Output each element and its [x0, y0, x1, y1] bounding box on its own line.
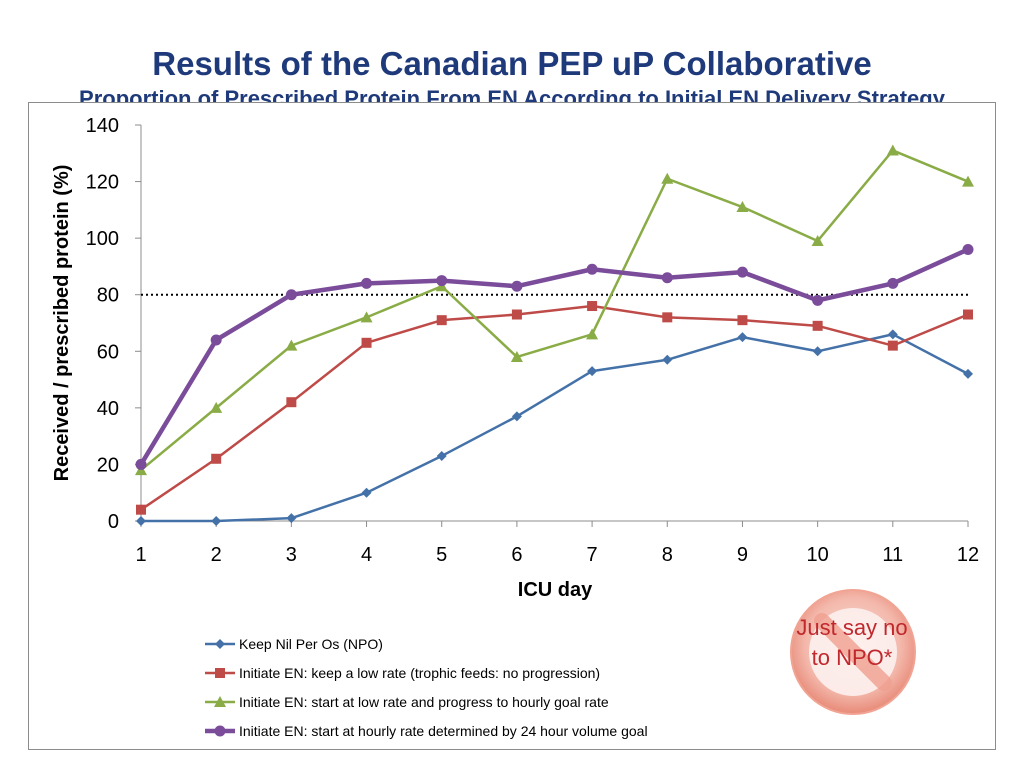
legend-label: Initiate EN: start at hourly rate determ…	[239, 723, 648, 739]
y-tick-label: 140	[86, 115, 119, 137]
data-point	[211, 516, 222, 526]
data-point	[436, 275, 448, 287]
series-2	[136, 301, 973, 515]
data-point	[962, 243, 974, 255]
data-point	[436, 450, 447, 461]
x-axis-title: ICU day	[518, 579, 593, 601]
data-point	[963, 368, 973, 379]
legend-item: Initiate EN: keep a low rate (trophic fe…	[205, 665, 600, 681]
data-point	[737, 332, 748, 343]
data-point	[662, 312, 673, 323]
legend: Keep Nil Per Os (NPO) Initiate EN: keep a…	[205, 636, 648, 739]
data-point	[361, 337, 372, 348]
data-point	[361, 277, 373, 289]
series-line	[139, 247, 969, 466]
x-tick-label: 2	[211, 544, 222, 566]
data-point	[812, 294, 824, 306]
data-point	[361, 487, 372, 498]
badge-line-1: Just say no	[796, 615, 907, 640]
data-point	[360, 311, 373, 323]
x-tick-label: 10	[807, 544, 829, 566]
data-point	[285, 289, 297, 301]
slide-title: Results of the Canadian PEP uP Collabora…	[152, 45, 872, 82]
series-layer	[135, 144, 974, 526]
series-line	[140, 149, 969, 472]
data-point	[887, 277, 899, 289]
y-tick-label: 20	[97, 454, 119, 476]
data-point	[587, 301, 598, 312]
data-point	[661, 272, 673, 284]
data-point	[214, 696, 226, 707]
x-tick-label: 8	[662, 544, 673, 566]
data-point	[511, 309, 522, 320]
data-point	[587, 366, 598, 377]
no-symbol-icon	[790, 589, 916, 715]
data-point	[285, 339, 298, 351]
data-point	[887, 340, 898, 351]
x-tick-label: 11	[882, 544, 903, 566]
series-line	[140, 304, 969, 511]
y-tick-label: 80	[97, 285, 119, 307]
data-point	[811, 234, 824, 246]
data-point	[887, 329, 898, 340]
data-point	[586, 263, 598, 275]
x-tick-label: 6	[511, 544, 522, 566]
x-tick-label: 7	[587, 544, 598, 566]
data-point	[736, 266, 748, 278]
legend-label: Initiate EN: keep a low rate (trophic fe…	[239, 665, 600, 681]
data-point	[286, 513, 297, 524]
data-point	[812, 346, 823, 357]
data-point	[812, 320, 823, 331]
data-point	[661, 172, 674, 184]
legend-item: Initiate EN: start at low rate and progr…	[205, 694, 609, 710]
series-1	[136, 329, 973, 526]
legend-label: Initiate EN: start at low rate and progr…	[239, 694, 609, 710]
legend-item: Keep Nil Per Os (NPO)	[205, 636, 383, 652]
data-point	[136, 516, 146, 526]
y-tick-label: 40	[97, 398, 119, 420]
y-tick-label: 120	[86, 172, 119, 194]
data-point	[135, 458, 147, 470]
data-point	[963, 309, 973, 320]
data-point	[886, 144, 899, 156]
y-axis-title: Received / prescribed protein (%)	[51, 165, 73, 482]
slide-subtitle: Proportion of Prescribed Protein From EN…	[79, 86, 945, 102]
data-point	[211, 453, 222, 464]
data-point	[736, 201, 749, 213]
legend-label: Keep Nil Per Os (NPO)	[239, 636, 383, 652]
data-point	[214, 725, 226, 737]
data-point	[962, 175, 974, 187]
x-tick-label: 9	[737, 544, 748, 566]
data-point	[511, 411, 522, 422]
data-point	[215, 639, 225, 649]
subtitle-clip: Proportion of Prescribed Protein From EN…	[0, 86, 1024, 102]
series-4	[135, 243, 974, 470]
x-tick-label: 5	[436, 544, 447, 566]
data-point	[511, 280, 523, 292]
data-point	[662, 354, 673, 365]
x-tick-label: 12	[957, 544, 979, 566]
data-point	[436, 315, 447, 326]
x-tick-label: 4	[361, 544, 372, 566]
series-line	[141, 333, 969, 523]
data-point	[210, 334, 222, 346]
data-point	[210, 401, 223, 413]
legend-item: Initiate EN: start at hourly rate determ…	[205, 723, 648, 739]
data-point	[737, 315, 748, 326]
y-tick-label: 60	[97, 341, 119, 363]
data-point	[586, 328, 599, 340]
data-point	[286, 397, 297, 408]
y-tick-label: 0	[108, 511, 119, 533]
x-tick-label: 3	[286, 544, 297, 566]
data-point	[510, 350, 523, 362]
data-point	[136, 504, 146, 515]
series-3	[135, 144, 974, 476]
y-tick-label: 100	[86, 228, 119, 250]
data-point	[215, 668, 225, 678]
badge-line-2: to NPO*	[812, 645, 893, 670]
x-tick-label: 1	[135, 544, 146, 566]
